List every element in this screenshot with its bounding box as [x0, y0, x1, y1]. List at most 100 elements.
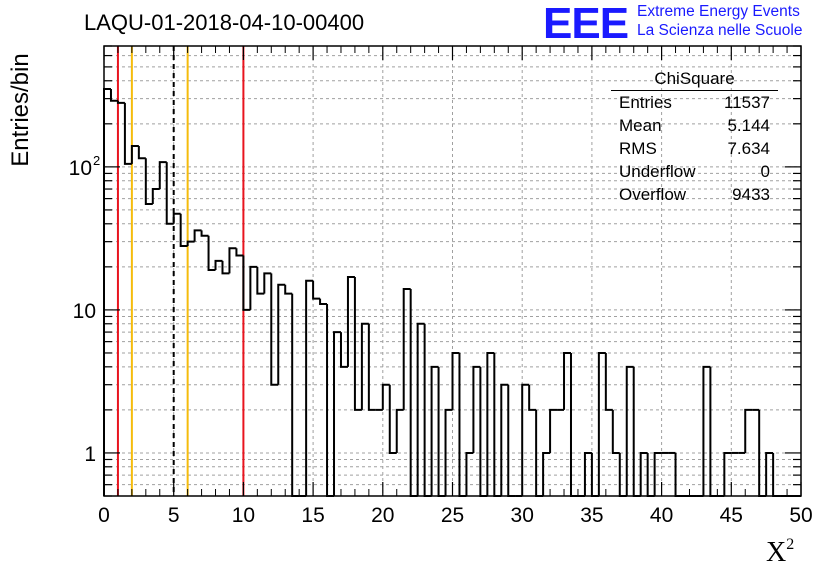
histogram-bin — [465, 451, 474, 496]
histogram-bin — [507, 384, 516, 497]
histogram-bin — [172, 212, 181, 224]
x-tick-label: 20 — [371, 504, 394, 527]
histogram-bin — [542, 451, 551, 496]
x-tick-label: 45 — [720, 504, 743, 527]
x-tick-label: 15 — [301, 504, 324, 527]
histogram-bin — [709, 366, 718, 497]
histogram-bin — [409, 289, 418, 497]
stats-row-mean: Mean 5.144 — [619, 116, 770, 135]
x-tick-label: 50 — [789, 504, 812, 527]
histogram-bin — [179, 213, 188, 247]
histogram-bin — [339, 332, 348, 368]
stats-box: ChiSquare Entries 11537 Mean 5.144 RMS 7.63… — [611, 68, 778, 206]
x-tick-label: 0 — [98, 504, 110, 527]
histogram-bin — [563, 351, 571, 410]
histogram-bin — [319, 298, 328, 305]
reference-lines — [116, 46, 245, 496]
stats-row-overflow: Overflow 9433 — [619, 185, 770, 204]
axis-ticks — [103, 45, 802, 497]
y-tick-label: 1 — [84, 443, 96, 466]
histogram-bin — [130, 144, 139, 164]
histogram-bin — [158, 161, 167, 190]
histogram-bin — [312, 280, 321, 300]
histogram-bin — [137, 145, 146, 160]
x-tick-label: 5 — [168, 504, 180, 527]
histogram-bin — [528, 384, 537, 411]
histogram-bin — [702, 365, 711, 496]
histogram-bin — [221, 260, 230, 275]
histogram-bin — [451, 351, 460, 410]
x-axis-label: X2 — [766, 536, 795, 568]
histogram-bin — [437, 366, 446, 497]
histogram-bin — [360, 322, 369, 410]
logo-line-2: La Scienza nelle Scuole — [637, 22, 803, 39]
histogram-bin — [346, 275, 355, 367]
histogram-bin — [165, 162, 174, 225]
stats-row-rms: RMS 7.634 — [619, 139, 770, 158]
y-axis-label: Entries/bin — [7, 53, 34, 167]
histogram-bin — [430, 365, 439, 496]
histogram-bin — [116, 100, 125, 104]
histogram-bin — [381, 383, 390, 410]
y-tick-exponent: 2 — [93, 153, 100, 168]
histogram-bin — [277, 283, 286, 385]
histogram-bin — [500, 383, 509, 496]
histogram-bin — [569, 352, 578, 497]
histogram-bin — [416, 322, 425, 496]
x-tick-label: 40 — [650, 504, 673, 527]
histogram-bin — [458, 352, 467, 497]
chart-title: LAQU-01-2018-04-10-00400 — [84, 10, 365, 35]
histogram-bin — [123, 102, 132, 165]
histogram-bin — [653, 451, 662, 496]
histogram-bin — [744, 408, 753, 453]
y-tick-label: 10 — [69, 157, 92, 180]
histogram-bin — [639, 451, 648, 496]
histogram-bin — [611, 409, 620, 454]
histogram-bin — [270, 273, 279, 386]
histogram-bin — [549, 408, 558, 453]
histogram-bin — [479, 366, 488, 497]
histogram-bin — [395, 408, 404, 453]
histogram-bin — [305, 279, 314, 496]
histogram-bin — [214, 259, 223, 271]
histogram-bin — [207, 235, 216, 272]
histogram-bin — [583, 451, 592, 496]
histogram-bin — [284, 284, 293, 295]
histogram-bin — [144, 158, 153, 206]
eee-logo: EEE — [543, 0, 629, 48]
histogram-bin — [604, 352, 613, 411]
x-tick-label: 25 — [441, 504, 464, 527]
histogram-bin — [765, 451, 774, 496]
histogram-bin — [625, 365, 634, 496]
histogram-bin — [249, 265, 258, 310]
histogram-bin — [200, 230, 209, 237]
histogram-bin — [493, 352, 502, 497]
histogram-bin — [353, 276, 362, 411]
logo-line-1: Extreme Energy Events — [637, 3, 800, 20]
histogram-bin — [402, 288, 411, 410]
histogram-bin — [103, 88, 111, 496]
histogram-bin — [723, 451, 732, 496]
histogram-bin — [256, 266, 265, 295]
y-tick-label: 10 — [73, 300, 96, 323]
histogram-bin — [521, 383, 530, 496]
x-tick-label: 10 — [232, 504, 255, 527]
histogram-bin — [151, 188, 160, 205]
x-tick-labels: 0 5 10 15 20 25 30 35 40 45 50 — [98, 504, 813, 527]
histogram-bin — [109, 89, 118, 102]
histogram-bin — [597, 351, 606, 496]
histogram-bin — [632, 366, 641, 497]
stats-row-underflow: Underflow 0 — [619, 162, 770, 181]
histogram-bin — [186, 240, 195, 246]
histogram-bin — [193, 229, 202, 242]
stats-row-entries: Entries 11537 — [619, 93, 770, 112]
histogram-bin — [242, 255, 251, 311]
x-tick-label: 30 — [511, 504, 534, 527]
histogram-bin — [388, 384, 397, 454]
histogram-bin — [333, 331, 341, 496]
histogram-bin — [228, 247, 237, 274]
histogram-bin — [263, 272, 272, 294]
histogram-bin — [444, 408, 453, 496]
